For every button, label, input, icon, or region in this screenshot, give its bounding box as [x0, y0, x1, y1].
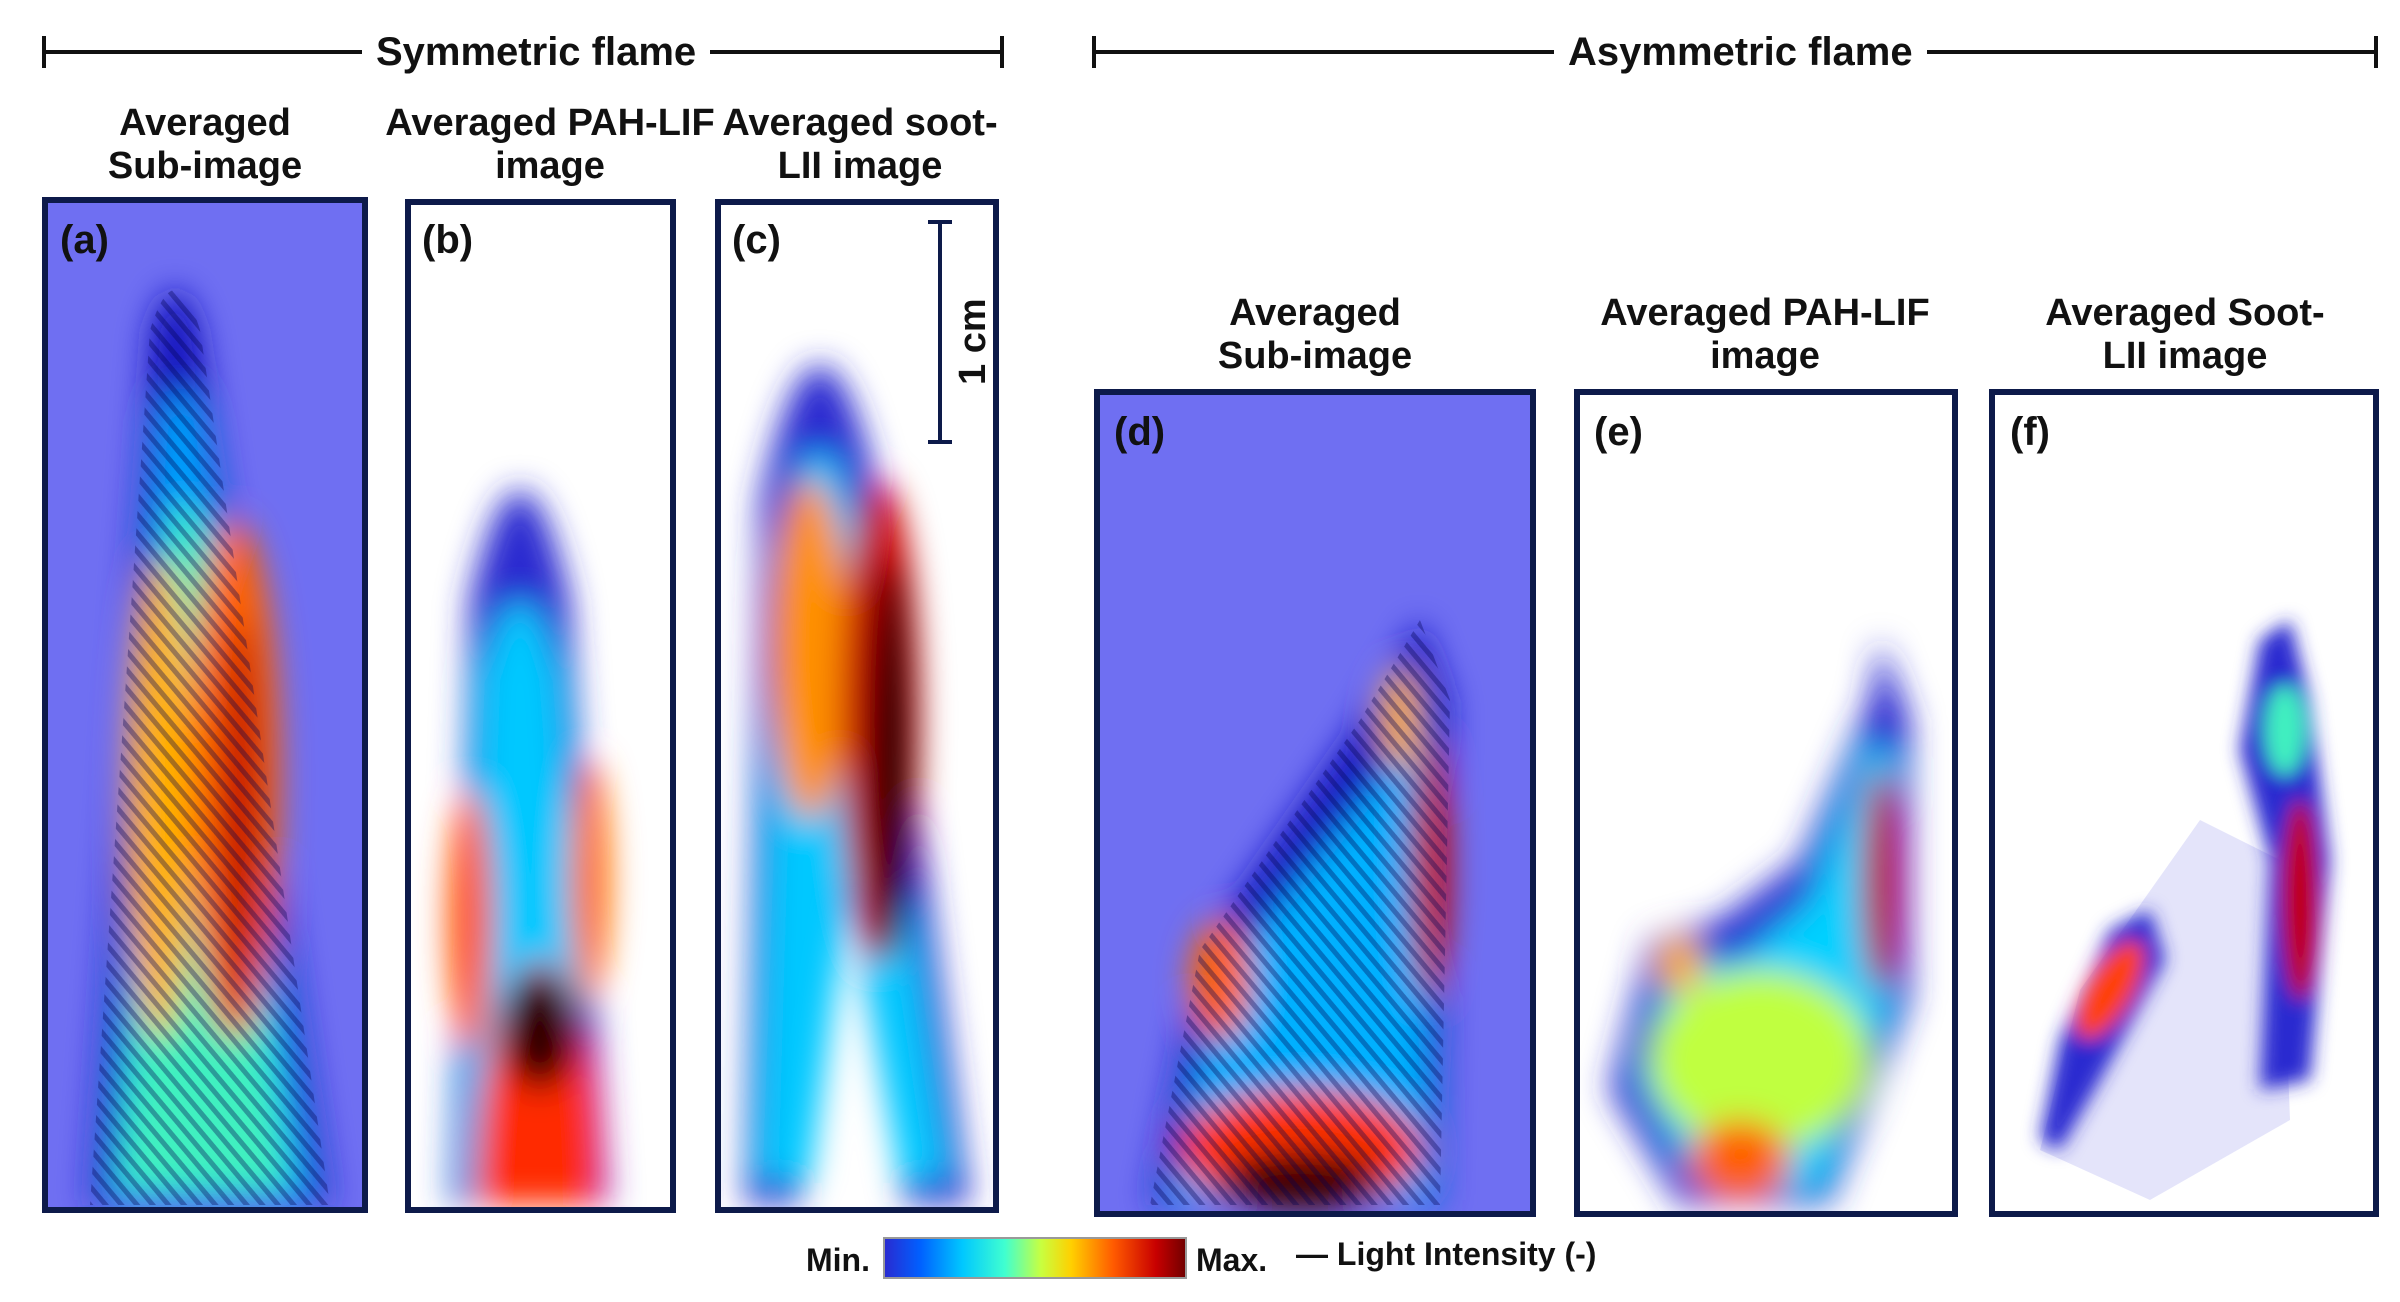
panel-d-title-line1: Averaged [1229, 292, 1401, 334]
panel-b-border [405, 199, 676, 1213]
panel-a-letter: (a) [60, 218, 109, 262]
panel-f-border [1989, 389, 2379, 1217]
panel-e-image [1577, 392, 1955, 1214]
panel-c-title-line2: LII image [777, 145, 943, 187]
panel-e-letter: (e) [1594, 410, 1643, 454]
panel-f-title: Averaged Soot- LII image [2020, 292, 2350, 378]
panel-f-letter: (f) [2010, 410, 2050, 454]
panel-d-title: Averaged Sub-image [1175, 292, 1455, 378]
scale-bar [928, 220, 952, 444]
panel-c-title: Averaged soot- LII image [710, 102, 1010, 188]
asymmetric-flame-title: Asymmetric flame [1554, 30, 1927, 74]
panel-c-title-line1: Averaged soot- [722, 102, 998, 144]
colorbar-min-label: Min. [806, 1242, 870, 1278]
panel-b-title: Averaged PAH-LIF image [370, 102, 730, 188]
panel-d-letter: (d) [1114, 410, 1166, 454]
panel-e-border [1574, 389, 1958, 1217]
colorbar-max-label: Max. [1196, 1242, 1268, 1278]
panel-a-title: Averaged Sub-image [65, 102, 345, 188]
panel-c-border [715, 199, 999, 1213]
panel-d-border [1094, 389, 1536, 1217]
panel-b-image [408, 202, 673, 1210]
panel-f-image [1992, 392, 2376, 1214]
panel-c-image [718, 202, 996, 1210]
panel-c-letter: (c) [732, 218, 781, 262]
colorbar-title: — Light Intensity (-) [1296, 1236, 1597, 1272]
panel-e-title-line2: image [1710, 335, 1820, 377]
panel-e-title: Averaged PAH-LIF image [1585, 292, 1945, 378]
panel-a-border [42, 197, 368, 1213]
panel-d-image [1097, 392, 1533, 1214]
panel-f-title-line2: LII image [2102, 335, 2268, 377]
colorbar [883, 1237, 1187, 1279]
scale-bar-label: 1 cm [952, 298, 994, 385]
panel-a-title-line1: Averaged [119, 102, 291, 144]
panel-a-image [45, 200, 365, 1210]
panel-e-title-line1: Averaged PAH-LIF [1600, 292, 1930, 334]
symmetric-flame-title: Symmetric flame [362, 30, 711, 74]
panel-d-title-line2: Sub-image [1217, 335, 1413, 377]
panel-f-title-line1: Averaged Soot- [2045, 292, 2325, 334]
panel-b-title-line1: Averaged PAH-LIF [385, 102, 715, 144]
panel-a-title-line2: Sub-image [107, 145, 303, 187]
panel-b-letter: (b) [422, 218, 474, 262]
panel-b-title-line2: image [495, 145, 605, 187]
